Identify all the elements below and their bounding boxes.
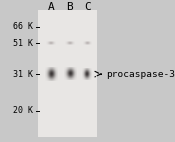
Text: 31 K: 31 K [13, 70, 33, 79]
Text: B: B [66, 2, 73, 12]
Bar [38, 10, 97, 137]
Text: A: A [48, 2, 55, 12]
Text: 51 K: 51 K [13, 39, 33, 48]
Text: procaspase-3: procaspase-3 [106, 70, 175, 79]
Text: 20 K: 20 K [13, 106, 33, 115]
Text: 66 K: 66 K [13, 22, 33, 31]
Text: C: C [84, 2, 91, 12]
